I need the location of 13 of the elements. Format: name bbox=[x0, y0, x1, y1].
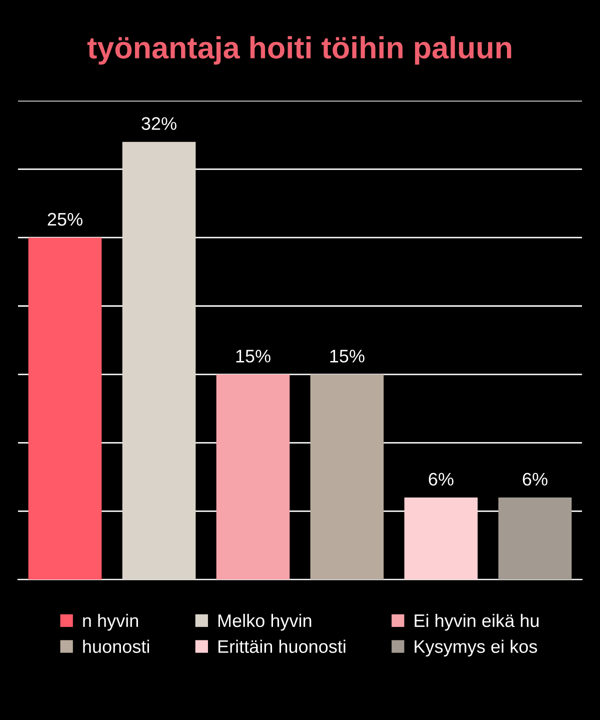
legend-label: Melko hyvin bbox=[218, 614, 312, 631]
data-label: 25% bbox=[48, 212, 82, 226]
legend-label: Erittäin huonosti bbox=[218, 640, 346, 653]
legend-label: n hyvin bbox=[83, 614, 138, 631]
data-label: 15% bbox=[330, 350, 364, 362]
legend-label: Kysymys ei kos bbox=[414, 640, 538, 657]
legend-label: Ei hyvin eikä hu bbox=[414, 614, 539, 631]
data-label: 15% bbox=[236, 350, 270, 362]
legend-label: huonosti bbox=[83, 640, 149, 653]
chart-title: työnantaja hoiti töihin paluun bbox=[87, 36, 512, 65]
data-label: 6% bbox=[428, 472, 454, 486]
data-label: 32% bbox=[142, 117, 176, 130]
data-label: 6% bbox=[522, 472, 548, 486]
